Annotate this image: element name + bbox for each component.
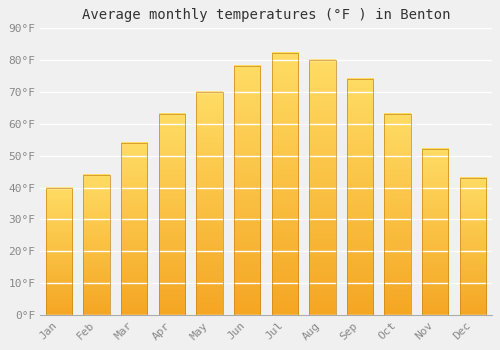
Bar bbox=[158, 114, 185, 315]
Bar bbox=[234, 66, 260, 315]
Bar bbox=[84, 175, 110, 315]
Bar bbox=[309, 60, 336, 315]
Bar bbox=[347, 79, 373, 315]
Bar bbox=[46, 188, 72, 315]
Bar bbox=[384, 114, 411, 315]
Bar bbox=[121, 143, 148, 315]
Bar bbox=[422, 149, 448, 315]
Bar bbox=[196, 92, 222, 315]
Bar bbox=[272, 53, 298, 315]
Title: Average monthly temperatures (°F ) in Benton: Average monthly temperatures (°F ) in Be… bbox=[82, 8, 450, 22]
Bar bbox=[460, 178, 486, 315]
